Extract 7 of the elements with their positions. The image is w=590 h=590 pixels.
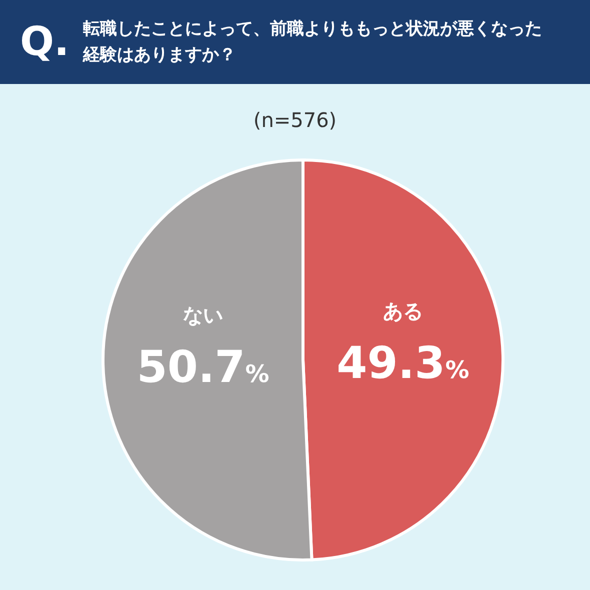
slice-label: ある: [382, 298, 423, 323]
text: Q.: [20, 19, 70, 65]
data-label: 50.7%: [136, 342, 270, 394]
chart-title: 転職したことによって、前職よりももっと状況が悪くなった経験はありますか？: [83, 18, 544, 67]
slice-label: ない: [183, 303, 224, 328]
chart-subtitle: (n=576): [252, 108, 338, 132]
data-label: 49.3%: [336, 338, 470, 389]
